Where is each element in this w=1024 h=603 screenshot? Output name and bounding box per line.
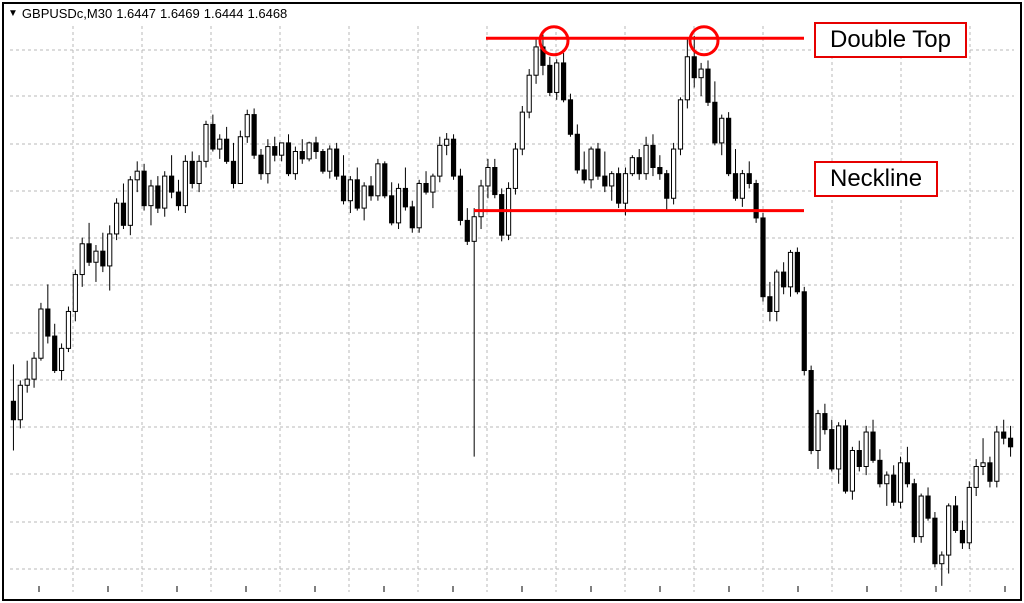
neckline-label: Neckline <box>814 161 938 197</box>
chart-title-bar: ▼ GBPUSDc,M30 1.6447 1.6469 1.6444 1.646… <box>8 6 287 21</box>
double-top-label: Double Top <box>814 22 967 58</box>
chart-symbol: GBPUSDc,M30 <box>22 6 112 21</box>
chart-quote-low: 1.6444 <box>204 6 244 21</box>
dropdown-triangle-icon[interactable]: ▼ <box>8 8 18 19</box>
candlestick-chart[interactable] <box>4 4 1020 599</box>
chart-quote-open: 1.6447 <box>116 6 156 21</box>
chart-window: ▼ GBPUSDc,M30 1.6447 1.6469 1.6444 1.646… <box>2 2 1022 601</box>
chart-quote-close: 1.6468 <box>248 6 288 21</box>
chart-quote-high: 1.6469 <box>160 6 200 21</box>
